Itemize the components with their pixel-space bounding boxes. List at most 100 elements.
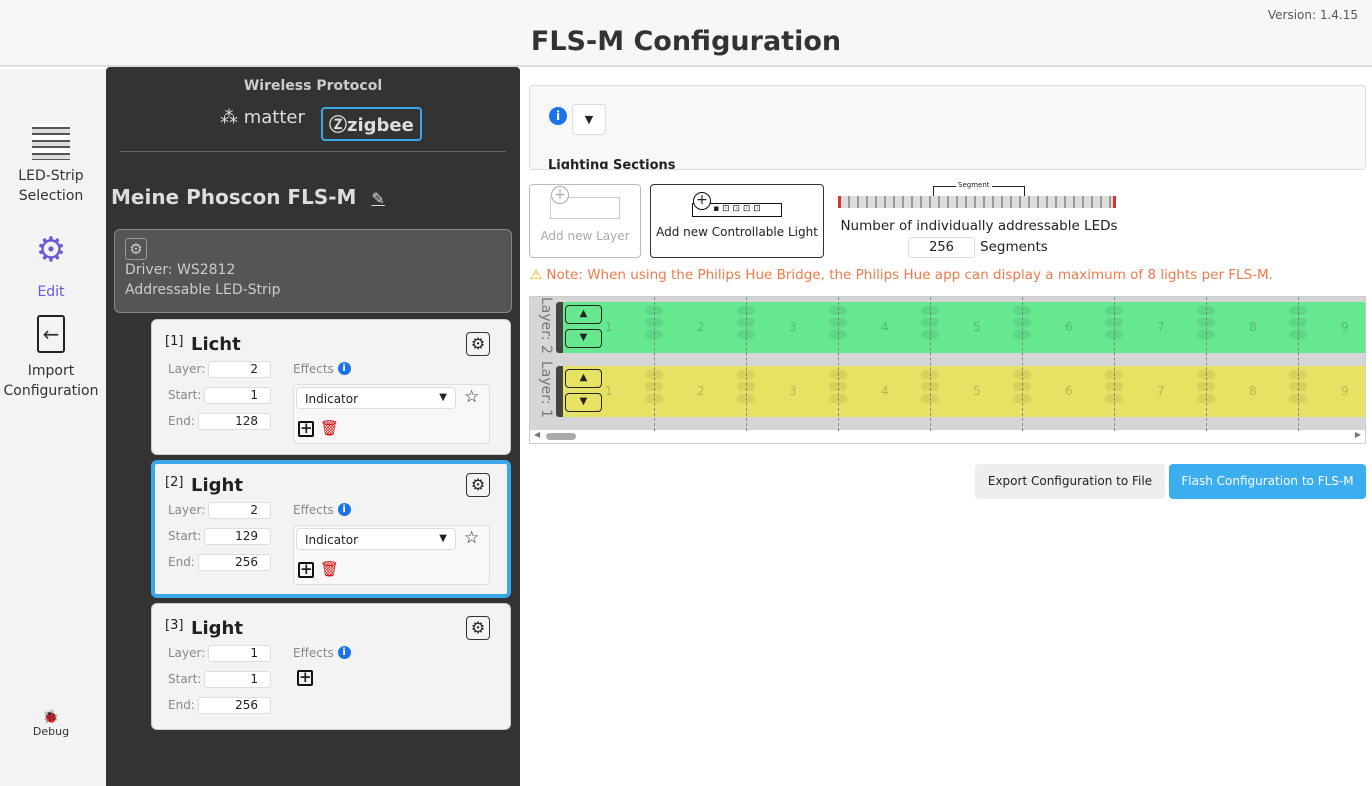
start-input[interactable]: 1 (204, 387, 271, 404)
version-label: Version: 1.4.15 (1267, 8, 1358, 22)
matter-option[interactable]: ⁂ matter (220, 107, 305, 128)
layer-input[interactable]: 1 (208, 645, 271, 662)
leds-label: Number of individually addressable LEDs (840, 218, 1118, 234)
segment-number: 4 (881, 320, 889, 334)
info-icon[interactable]: i (549, 107, 567, 125)
move-up-button[interactable]: ▲ (565, 369, 602, 388)
move-down-button[interactable]: ▼ (565, 329, 602, 348)
end-input[interactable]: 256 (198, 554, 271, 571)
led-dot (1197, 382, 1215, 391)
move-up-button[interactable]: ▲ (565, 305, 602, 324)
nav-edit[interactable]: ⚙ Edit (0, 232, 102, 302)
led-dot (1105, 382, 1123, 391)
gear-icon[interactable]: ⚙ (466, 616, 490, 640)
warning-icon: ⚠ (530, 267, 543, 283)
segment-number: 6 (1065, 384, 1073, 398)
scrollbar-thumb[interactable] (546, 433, 576, 440)
flash-configuration-button[interactable]: Flash Configuration to FLS-M (1169, 464, 1366, 499)
info-icon[interactable]: i (337, 503, 351, 516)
export-configuration-button[interactable]: Export Configuration to File (975, 464, 1165, 499)
protocol-heading: Wireless Protocol (243, 78, 383, 94)
trash-icon[interactable]: 🗑 (320, 419, 340, 437)
scroll-right-icon[interactable]: ▶ (1354, 430, 1361, 439)
star-gear-icon[interactable]: ☆ (464, 387, 480, 407)
led-dot (1105, 370, 1123, 379)
segment-divider (1022, 297, 1023, 431)
gear-icon[interactable]: ⚙ (125, 238, 147, 260)
start-input[interactable]: 1 (204, 671, 271, 688)
effect-select[interactable]: Indicator (296, 387, 456, 409)
led-dot (1105, 318, 1123, 327)
end-input[interactable]: 128 (198, 413, 271, 430)
led-dot (737, 306, 755, 315)
layer-label: Layer: (168, 646, 206, 660)
led-dot (829, 382, 847, 391)
light-card: [1] Licht ⚙ Layer: 2 Start: 1 End: 128 E… (151, 319, 511, 455)
add-light-label: Add new Controllable Light (656, 225, 818, 239)
effects-label: Effects i (293, 646, 351, 660)
effects-box: Indicator ☆ + 🗑 (293, 525, 490, 585)
led-dot (829, 318, 847, 327)
layer-label: Layer: 2 (538, 297, 554, 354)
led-dot (1197, 318, 1215, 327)
nav-debug[interactable]: 🐞 Debug (0, 711, 102, 739)
effects-label: Effects i (293, 362, 351, 376)
segment-number: 4 (881, 384, 889, 398)
add-layer-label: Add new Layer (540, 229, 630, 243)
start-label: Start: (168, 388, 202, 402)
led-dot (737, 330, 755, 339)
warning-text: Note: When using the Philips Hue Bridge,… (546, 267, 1273, 283)
led-dot (1197, 394, 1215, 403)
light-card: [3] Light ⚙ Layer: 1 Start: 1 End: 256 E… (151, 603, 511, 730)
nav-import-configuration[interactable]: ← Import Configuration (0, 315, 102, 401)
start-input[interactable]: 129 (204, 528, 271, 545)
trash-icon[interactable]: 🗑 (320, 560, 340, 578)
info-icon[interactable]: i (337, 646, 351, 659)
led-count-input[interactable]: 256 (908, 237, 975, 258)
gear-icon[interactable]: ⚙ (466, 473, 490, 497)
layer-label: Layer: (168, 503, 206, 517)
zigbee-option[interactable]: Ⓩzigbee (321, 107, 422, 141)
segment-divider (930, 297, 931, 431)
star-gear-icon[interactable]: ☆ (464, 528, 480, 548)
drag-handle[interactable] (556, 366, 563, 417)
edit-pencil-icon[interactable]: ✎ (371, 189, 385, 208)
light-name: Light (191, 618, 243, 639)
drag-handle[interactable] (556, 302, 563, 353)
strip-type-label: Addressable LED-Strip (125, 282, 281, 298)
led-dot (921, 370, 939, 379)
add-effect-icon[interactable]: + (297, 668, 313, 686)
led-dot (1013, 306, 1031, 315)
led-dot (1105, 330, 1123, 339)
led-dot (737, 370, 755, 379)
add-effect-icon[interactable]: + (298, 560, 314, 578)
led-dot (1289, 306, 1307, 315)
add-layer-button[interactable]: + Add new Layer (529, 184, 641, 258)
end-input[interactable]: 256 (198, 697, 271, 714)
led-dot (737, 318, 755, 327)
collapse-toggle-button[interactable]: ▼ (572, 104, 606, 135)
layer-input[interactable]: 2 (208, 502, 271, 519)
add-controllable-light-button[interactable]: ▪ ⊡ ⊡ ⊡ ⊡ + Add new Controllable Light (650, 184, 824, 258)
segment-number: 8 (1249, 384, 1257, 398)
zigbee-label: zigbee (347, 115, 414, 136)
layer-label: Layer: (168, 362, 206, 376)
layer-label: Layer: 1 (538, 361, 554, 418)
scroll-left-icon[interactable]: ◀ (534, 430, 541, 439)
info-icon[interactable]: i (337, 362, 351, 375)
add-effect-icon[interactable]: + (298, 419, 314, 437)
horizontal-scrollbar[interactable]: ◀ ▶ (530, 430, 1365, 443)
segment-number: 2 (697, 320, 705, 334)
effects-text: Effects (293, 362, 334, 376)
light-index: [1] (165, 334, 184, 349)
move-down-button[interactable]: ▼ (565, 393, 602, 412)
layer-input[interactable]: 2 (208, 361, 271, 378)
nav-led-strip-selection[interactable]: LED-Strip Selection (0, 124, 102, 206)
segment-number: 1 (605, 320, 613, 334)
gear-icon[interactable]: ⚙ (466, 332, 490, 356)
effect-select[interactable]: Indicator (296, 528, 456, 550)
led-dot (645, 318, 663, 327)
segment-number: 2 (697, 384, 705, 398)
light-name: Licht (191, 334, 241, 355)
segment-number: 9 (1341, 320, 1349, 334)
